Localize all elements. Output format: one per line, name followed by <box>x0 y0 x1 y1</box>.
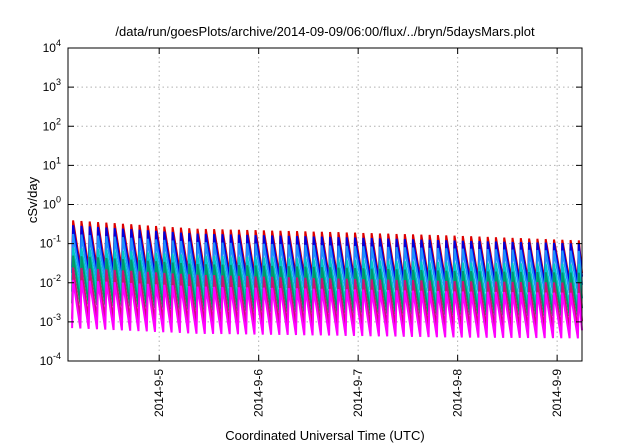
y-tick-label: 10-4 <box>40 351 61 368</box>
y-tick-label: 10-1 <box>40 234 61 251</box>
series-group <box>71 220 583 339</box>
chart-title: /data/run/goesPlots/archive/2014-09-09/0… <box>115 24 535 39</box>
ticks: 10-4 10-3 10-2 10-1 100 101 102 103 104 2014-9-5 2… <box>40 38 582 417</box>
y-tick-label: 10-3 <box>40 312 61 329</box>
y-tick-label: 10-2 <box>40 273 61 290</box>
x-tick-label: 2014-9-8 <box>451 369 465 417</box>
x-axis-label: Coordinated Universal Time (UTC) <box>225 428 424 443</box>
x-tick-label: 2014-9-5 <box>152 369 166 417</box>
x-tick-label: 2014-9-9 <box>550 369 564 417</box>
y-tick-label: 103 <box>43 77 61 94</box>
y-axis-label: cSv/day <box>25 176 40 223</box>
y-tick-label: 104 <box>43 38 61 55</box>
y-tick-label: 101 <box>43 155 61 172</box>
y-tick-label: 100 <box>43 195 61 212</box>
series-line-7 <box>71 279 583 339</box>
y-tick-label: 102 <box>43 116 61 133</box>
x-tick-label: 2014-9-7 <box>351 369 365 417</box>
x-tick-label: 2014-9-6 <box>252 369 266 417</box>
